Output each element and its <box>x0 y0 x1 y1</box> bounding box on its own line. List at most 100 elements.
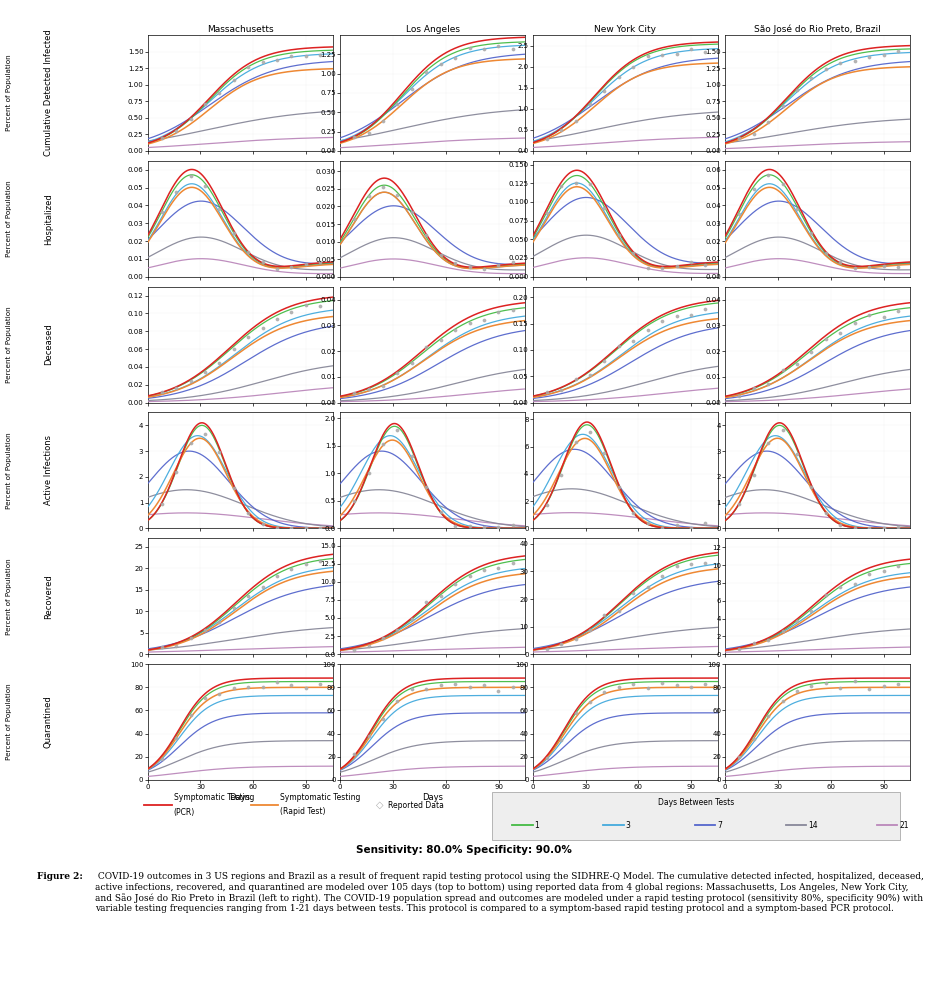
Point <box>539 205 553 221</box>
Point <box>697 515 712 531</box>
Point <box>298 556 313 572</box>
Point <box>433 504 448 520</box>
Point <box>154 639 169 655</box>
Point <box>476 41 491 57</box>
X-axis label: Days: Days <box>422 793 443 802</box>
Point <box>448 676 463 692</box>
Point <box>389 365 404 381</box>
Point <box>448 50 463 66</box>
Text: Recovered: Recovered <box>44 574 53 619</box>
Point <box>448 576 463 592</box>
Point <box>226 341 241 357</box>
Point <box>418 64 433 80</box>
Text: Percent of Population: Percent of Population <box>6 684 12 760</box>
Point <box>490 304 505 320</box>
Point <box>774 623 789 639</box>
Point <box>818 505 832 521</box>
Point <box>875 563 890 579</box>
Point <box>539 131 553 147</box>
Point <box>197 178 212 194</box>
Point <box>270 261 285 277</box>
Point <box>683 254 698 270</box>
Point <box>553 382 568 398</box>
Point <box>640 515 654 531</box>
Point <box>169 638 184 654</box>
Text: Hospitalized: Hospitalized <box>44 193 53 245</box>
Point <box>582 424 597 440</box>
Point <box>803 70 818 86</box>
Point <box>697 676 712 692</box>
Point <box>611 479 626 495</box>
Point <box>404 681 419 697</box>
Point <box>832 517 847 533</box>
Point <box>611 227 626 243</box>
Point <box>433 677 448 693</box>
Point <box>211 201 226 217</box>
Point <box>640 322 654 338</box>
Point <box>255 320 270 336</box>
Point <box>803 344 818 360</box>
Point <box>361 188 375 204</box>
Point <box>731 641 746 657</box>
Point <box>404 204 419 220</box>
Point <box>539 384 553 400</box>
Point <box>183 435 197 451</box>
Text: COVID-19 outcomes in 3 US regions and Brazil as a result of frequent rapid testi: COVID-19 outcomes in 3 US regions and Br… <box>95 872 922 913</box>
Point <box>404 81 419 97</box>
Point <box>389 187 404 203</box>
Point <box>490 257 505 273</box>
Point <box>582 367 597 383</box>
Point <box>760 435 775 451</box>
Point <box>476 562 491 578</box>
Point <box>875 309 890 325</box>
Text: Percent of Population: Percent of Population <box>6 558 12 635</box>
Point <box>596 200 611 216</box>
Point <box>875 520 890 536</box>
Point <box>789 201 804 217</box>
Point <box>270 674 285 690</box>
Point <box>789 613 804 629</box>
Text: Cumulative Detected Infected: Cumulative Detected Infected <box>44 30 53 156</box>
Point <box>640 260 654 276</box>
Point <box>640 680 654 696</box>
Point <box>255 54 270 70</box>
Point <box>312 298 327 314</box>
Point <box>169 464 184 480</box>
Point <box>625 59 640 75</box>
Text: 1: 1 <box>534 820 539 830</box>
Point <box>404 611 419 627</box>
Point <box>284 48 298 64</box>
Point <box>270 52 285 68</box>
Point <box>154 384 169 400</box>
Point <box>567 175 582 191</box>
Point <box>832 254 847 270</box>
Point <box>818 245 832 261</box>
Point <box>240 244 255 260</box>
Point <box>789 446 804 462</box>
Point <box>226 600 241 616</box>
Point <box>596 684 611 700</box>
Point <box>668 558 683 574</box>
Title: Massachusetts: Massachusetts <box>207 25 273 34</box>
Point <box>668 677 683 693</box>
Point <box>361 465 375 481</box>
Point <box>760 632 775 648</box>
Point <box>183 630 197 646</box>
Point <box>567 113 582 129</box>
Point <box>255 516 270 532</box>
Point <box>462 259 476 275</box>
Point <box>211 355 226 371</box>
Point <box>211 614 226 630</box>
Point <box>183 707 197 723</box>
Point <box>183 373 197 389</box>
Point <box>361 125 375 141</box>
Point <box>654 568 669 584</box>
Point <box>553 122 568 138</box>
Point <box>654 313 669 329</box>
Point <box>169 380 184 396</box>
Point <box>803 225 818 241</box>
Point <box>505 254 520 270</box>
Text: Percent of Population: Percent of Population <box>6 306 12 383</box>
Point <box>312 47 327 63</box>
Point <box>774 693 789 709</box>
